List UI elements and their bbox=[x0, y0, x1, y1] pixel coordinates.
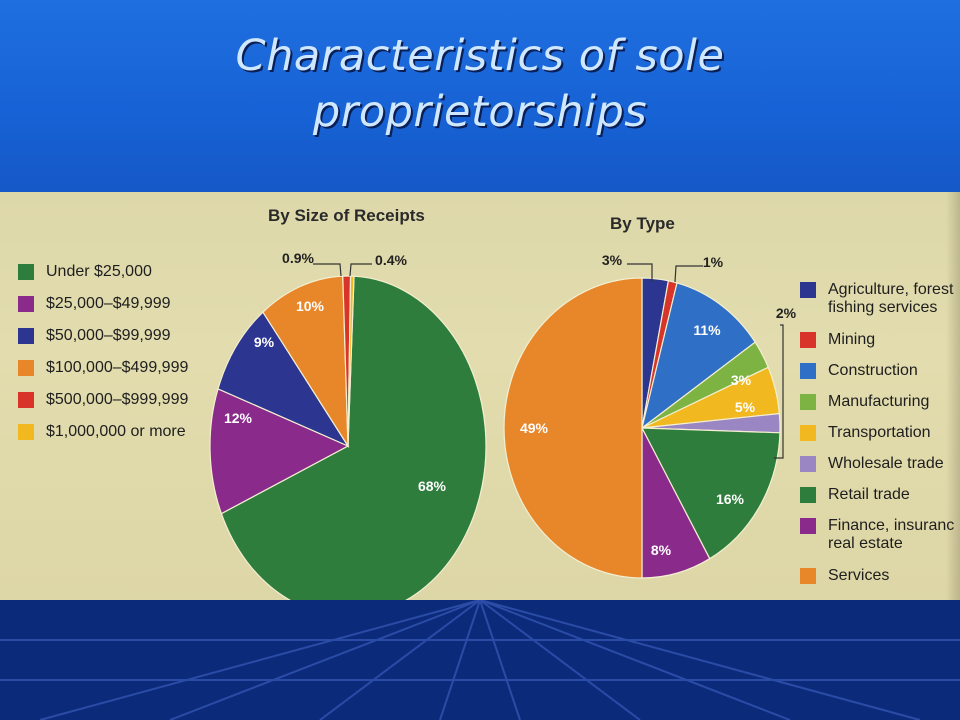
data-label-mining: 1% bbox=[703, 254, 724, 270]
slide-title-line-2: proprietorships bbox=[312, 87, 648, 137]
legend-swatch bbox=[800, 568, 816, 584]
legend-label: Finance, insuranc real estate bbox=[828, 517, 954, 553]
legend-swatch bbox=[800, 487, 816, 503]
leader-line-1-000-000-or-more bbox=[349, 263, 372, 277]
data-label-under-25-000: 68% bbox=[418, 478, 447, 494]
legend-swatch bbox=[800, 282, 816, 298]
data-label-finance-insurance-real-estate: 8% bbox=[651, 542, 672, 558]
pie-slice-25-000-49-999 bbox=[209, 388, 350, 515]
data-label-manufacturing: 3% bbox=[731, 372, 752, 388]
legend-swatch bbox=[800, 332, 816, 348]
data-label-construction: 11% bbox=[693, 322, 721, 338]
legend-type: Agriculture, forest fishing services Minin… bbox=[800, 281, 960, 592]
legend-label: Wholesale trade bbox=[828, 455, 944, 472]
pie-charts: 68% 12% 9% 10% 0.9% 0.4% 3% 1% 11% 3% 5% 2% 16% 8% 49… bbox=[209, 250, 797, 600]
pie-chart-type: 3% 1% 11% 3% 5% 2% 16% 8% 49% bbox=[503, 252, 797, 579]
legend-label: $500,000–$999,999 bbox=[46, 391, 189, 408]
legend-label: $100,000–$499,999 bbox=[46, 359, 189, 376]
photo-page-edge bbox=[946, 192, 960, 600]
legend-swatch bbox=[18, 328, 34, 344]
legend-label: Under $25,000 bbox=[46, 263, 152, 280]
data-label-wholesale-trade: 2% bbox=[776, 305, 797, 321]
textbook-photo: By Size of Receipts By Type Under $25,00… bbox=[0, 192, 960, 600]
legend-label: Construction bbox=[828, 362, 918, 379]
data-label-1-000-000-or-more: 0.4% bbox=[375, 252, 407, 268]
data-label-25-000-49-999: 12% bbox=[224, 410, 253, 426]
legend-swatch bbox=[18, 360, 34, 376]
pie-slice-retail-trade bbox=[640, 427, 781, 560]
leader-line-wholesale-trade bbox=[774, 324, 784, 459]
legend-label: Retail trade bbox=[828, 486, 910, 503]
data-label-services: 49% bbox=[520, 420, 549, 436]
legend-label: Agriculture, forest fishing services bbox=[828, 281, 953, 317]
legend-label-line-2: fishing services bbox=[828, 299, 938, 316]
slide-title: Characteristics of sole proprietorships bbox=[0, 28, 960, 140]
background-grid-lines bbox=[0, 599, 960, 720]
data-label-agriculture-forestry-fishing-services: 3% bbox=[602, 252, 623, 268]
data-label-100-000-499-999: 10% bbox=[296, 298, 325, 314]
legend-swatch bbox=[18, 296, 34, 312]
leader-line-agriculture-forestry-fishing-services bbox=[627, 263, 653, 282]
data-label-retail-trade: 16% bbox=[716, 491, 745, 507]
legend-swatch bbox=[800, 363, 816, 379]
pie-slice-under-25-000 bbox=[220, 275, 487, 600]
legend-swatch bbox=[800, 425, 816, 441]
legend-swatch bbox=[18, 424, 34, 440]
legend-label-line-1: Finance, insuranc bbox=[828, 517, 955, 534]
legend-label: Services bbox=[828, 567, 890, 584]
legend-label: $50,000–$99,999 bbox=[46, 327, 171, 344]
slide-title-line-1: Characteristics of sole bbox=[235, 31, 725, 81]
pie-chart-receipts: 68% 12% 9% 10% 0.9% 0.4% bbox=[209, 250, 487, 600]
legend-receipts: Under $25,000 $25,000–$49,999 $50,000–$99,… bbox=[18, 263, 218, 454]
pie-slice-construction bbox=[641, 282, 756, 430]
leader-line-500-000-999-999 bbox=[313, 263, 342, 277]
legend-swatch bbox=[800, 456, 816, 472]
legend-label: Transportation bbox=[828, 424, 931, 441]
legend-swatch bbox=[18, 392, 34, 408]
data-label-50-000-99-999: 9% bbox=[254, 334, 275, 350]
legend-label: $25,000–$49,999 bbox=[46, 295, 171, 312]
legend-label-line-1: Agriculture, forest bbox=[828, 281, 954, 298]
legend-swatch bbox=[18, 264, 34, 280]
legend-label: $1,000,000 or more bbox=[46, 423, 186, 440]
legend-label: Mining bbox=[828, 331, 876, 348]
legend-label: Manufacturing bbox=[828, 393, 930, 410]
pie-slice-50-000-99-999 bbox=[217, 311, 350, 448]
data-label-transportation: 5% bbox=[735, 399, 756, 415]
leader-line-mining bbox=[674, 265, 703, 283]
legend-swatch bbox=[800, 518, 816, 534]
chart-title-receipts: By Size of Receipts bbox=[268, 206, 425, 225]
pie-slice-services bbox=[503, 277, 643, 579]
title-band bbox=[0, 0, 960, 192]
chart-title-type: By Type bbox=[610, 214, 675, 233]
pie-slice-100-000-499-999 bbox=[262, 275, 349, 449]
legend-label-line-2: real estate bbox=[828, 535, 903, 552]
legend-swatch bbox=[800, 394, 816, 410]
data-label-500-000-999-999: 0.9% bbox=[282, 250, 314, 266]
